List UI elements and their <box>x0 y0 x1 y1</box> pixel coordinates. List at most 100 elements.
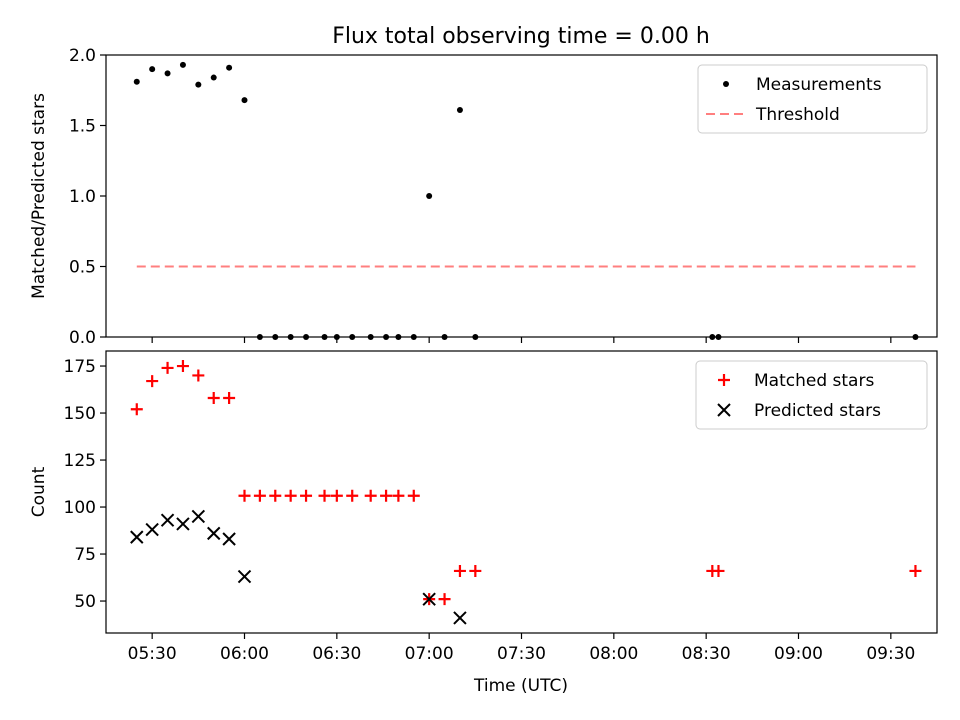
x-tick-label: 07:00 <box>405 644 454 664</box>
matched-star-point <box>318 489 331 502</box>
matched-star-point <box>300 489 313 502</box>
bottom-y-axis-label: Count <box>29 466 49 517</box>
matched-star-point <box>146 375 159 388</box>
measurement-point <box>349 334 356 340</box>
bottom-panel: 50 75 100 125 150 175 05:30 06:00 06:30 07:00 07:3… <box>29 350 938 664</box>
predicted-star-point <box>160 513 175 527</box>
bottom-y-tick-label: 75 <box>74 545 96 565</box>
matched-star-point <box>269 489 282 502</box>
top-y-tick-label: 1.5 <box>69 117 96 137</box>
measurement-point <box>912 334 919 340</box>
x-tick-label: 06:00 <box>220 644 269 664</box>
predicted-star-point <box>453 611 467 625</box>
measurement-point <box>709 334 716 340</box>
legend-entry-label: Matched stars <box>754 371 874 391</box>
measurement-point <box>149 66 156 73</box>
top-y-tick-label: 0.0 <box>69 328 96 348</box>
matched-star-point <box>364 489 377 502</box>
matched-star-point <box>407 489 420 502</box>
measurement-point <box>426 193 433 199</box>
predicted-star-point <box>207 526 221 541</box>
matched-star-point <box>207 392 220 404</box>
bottom-y-tick-label: 125 <box>64 451 96 471</box>
measurement-point <box>715 334 722 340</box>
legend-handle-measurements <box>723 81 729 87</box>
chart-title: Flux total observing time = 0.00 h <box>332 24 710 49</box>
matched-star-point <box>712 564 725 577</box>
x-tick-label: 08:30 <box>682 644 731 664</box>
top-panel: 0.0 0.5 1.0 1.5 2.0 Matched/Predicted stars Me… <box>29 46 938 348</box>
measurement-point <box>303 334 310 340</box>
matched-star-point <box>453 564 466 577</box>
predicted-star-point <box>222 532 236 546</box>
measurement-point <box>272 334 279 340</box>
x-tick-label: 09:00 <box>774 644 823 664</box>
x-tick-label: 07:30 <box>497 644 546 664</box>
bottom-y-tick-label: 100 <box>64 498 96 518</box>
matched-star-point <box>438 593 451 606</box>
predicted-star-point <box>422 592 436 606</box>
measurement-point <box>256 334 263 340</box>
matched-star-point <box>238 489 251 502</box>
legend-entry-label: Measurements <box>756 75 882 95</box>
measurement-point <box>241 97 248 104</box>
x-tick-label: 06:30 <box>312 644 361 664</box>
x-axis-label: Time (UTC) <box>473 676 568 696</box>
series-matched-stars <box>130 360 922 606</box>
matched-star-point <box>392 489 405 502</box>
matched-star-point <box>330 489 343 502</box>
matched-star-point <box>253 489 266 502</box>
matched-star-point <box>909 564 922 577</box>
top-legend: Measurements Threshold <box>697 64 928 134</box>
x-tick-label: 05:30 <box>128 644 177 664</box>
matched-star-point <box>223 392 236 404</box>
matched-star-point <box>346 489 359 502</box>
matched-star-point <box>469 564 482 577</box>
measurement-point <box>383 334 390 340</box>
measurement-point <box>367 334 374 340</box>
top-y-tick-label: 2.0 <box>69 46 96 66</box>
predicted-star-point <box>176 517 190 531</box>
legend-box <box>697 64 928 134</box>
top-y-tick-label: 0.5 <box>69 258 96 278</box>
measurement-point <box>195 81 202 88</box>
bottom-y-tick-label: 175 <box>64 357 96 377</box>
predicted-star-point <box>191 509 206 524</box>
legend-handle-matched <box>718 374 730 386</box>
series-predicted-stars <box>130 509 467 625</box>
legend-handle-predicted <box>717 403 731 417</box>
measurement-point <box>164 70 171 77</box>
top-y-axis-label: Matched/Predicted stars <box>29 93 49 299</box>
predicted-star-point <box>237 569 252 584</box>
measurement-point <box>472 334 479 340</box>
measurement-point <box>179 61 186 68</box>
measurement-point <box>410 334 417 340</box>
predicted-star-point <box>130 530 144 544</box>
measurement-point <box>395 334 402 340</box>
legend-entry-label: Threshold <box>755 105 840 125</box>
matched-star-point <box>176 360 189 373</box>
matched-star-point <box>284 489 297 502</box>
x-tick-label: 09:30 <box>866 644 915 664</box>
x-tick-label: 08:00 <box>589 644 638 664</box>
measurement-point <box>226 64 233 71</box>
series-measurements <box>133 61 919 340</box>
legend-entry-label: Predicted stars <box>754 401 881 421</box>
measurement-point <box>456 106 463 113</box>
matched-star-point <box>192 369 205 382</box>
measurement-point <box>441 334 448 340</box>
bottom-legend: Matched stars Predicted stars <box>695 360 928 430</box>
measurement-point <box>333 334 340 340</box>
top-y-tick-label: 1.0 <box>69 187 96 207</box>
legend-box <box>695 360 928 430</box>
measurement-point <box>133 78 140 85</box>
bottom-y-tick-label: 150 <box>64 404 96 424</box>
bottom-y-tick-label: 50 <box>74 592 96 612</box>
measurement-point <box>210 74 217 81</box>
measurement-point <box>321 334 328 340</box>
matched-star-point <box>380 489 393 502</box>
predicted-star-point <box>145 522 159 537</box>
matched-star-point <box>130 403 143 416</box>
matched-star-point <box>161 361 174 374</box>
